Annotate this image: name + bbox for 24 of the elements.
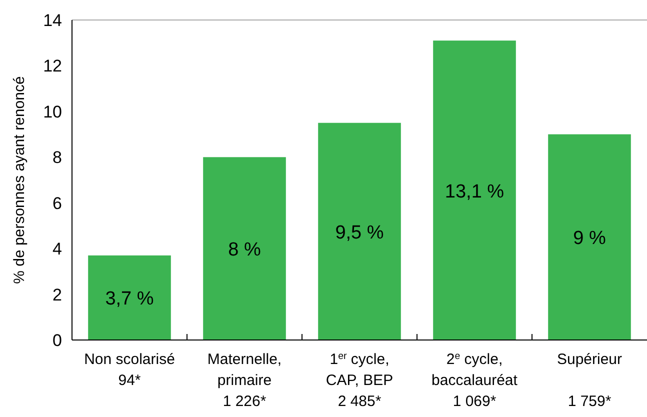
y-axis-title: % de personnes ayant renoncé [11,76,28,284]
data-label: 8 % [228,240,261,261]
data-label: 13,1 % [444,181,504,202]
y-tick-label: 4 [52,240,62,259]
data-label: 9,5 % [335,222,384,244]
bar [203,157,286,340]
y-tick-label: 12 [43,56,62,76]
x-tick-label: 2$^{e}$ cycle, baccalauréat 1 069* [432,350,518,410]
data-label: 3,7 % [105,288,154,310]
y-tick-label: 8 [52,148,62,168]
x-tick-label: Maternelle, primaire 1 226* [207,351,282,410]
bar [318,122,401,340]
data-label: 9 % [573,228,606,250]
category-label: Supérieur 1 759* [556,351,622,410]
x-tick-label: Non scolarisé 94* [84,351,175,389]
bar [548,134,631,340]
bar [433,40,516,340]
bar [88,255,171,340]
y-tick-label: 10 [43,102,62,122]
y-tick-label: 0 [52,331,62,350]
y-tick-label: 14 [43,11,62,30]
x-tick-label: 1$^{er}$ cycle, CAP, BEP 2 485* [326,350,394,410]
y-tick-label: 2 [52,285,62,304]
y-tick-label: 6 [52,194,62,213]
